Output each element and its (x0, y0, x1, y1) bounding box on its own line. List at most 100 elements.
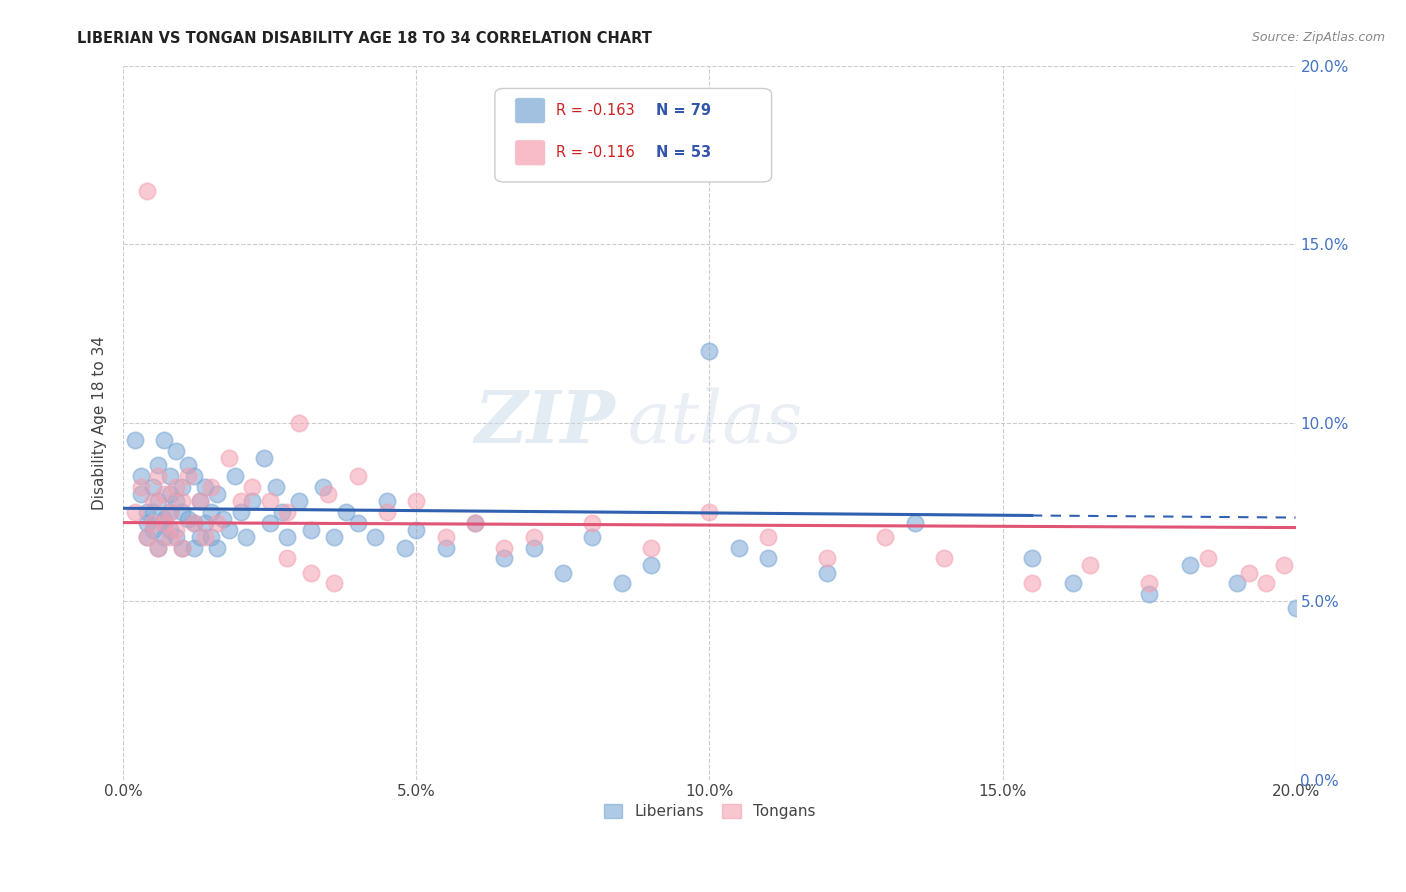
Point (494, 541, 516, 555)
Point (159, 487, 181, 501)
Point (229, 505, 252, 519)
Point (159, 530, 181, 544)
FancyBboxPatch shape (515, 140, 546, 166)
Point (1137, 576, 1160, 591)
Point (311, 480, 333, 494)
Point (224, 469, 246, 483)
Point (200, 505, 222, 519)
Point (699, 344, 721, 359)
Point (159, 469, 181, 483)
Point (434, 530, 457, 544)
Point (1197, 551, 1219, 566)
Point (177, 469, 200, 483)
Point (405, 523, 427, 537)
Point (188, 530, 211, 544)
Point (159, 505, 181, 519)
Point (276, 505, 298, 519)
Point (129, 487, 152, 501)
Point (815, 566, 838, 580)
Point (148, 494, 170, 508)
Point (1062, 576, 1084, 591)
Point (142, 516, 165, 530)
Point (932, 551, 955, 566)
Point (153, 516, 176, 530)
Point (148, 458, 170, 473)
Point (183, 541, 205, 555)
Point (218, 451, 240, 466)
Text: R = -0.163: R = -0.163 (555, 103, 634, 118)
Point (165, 494, 187, 508)
Y-axis label: Disability Age 18 to 34: Disability Age 18 to 34 (93, 335, 107, 509)
Point (1237, 566, 1260, 580)
Point (153, 516, 176, 530)
Point (581, 516, 603, 530)
Point (1137, 587, 1160, 601)
Point (264, 480, 287, 494)
Point (129, 480, 152, 494)
Point (142, 523, 165, 537)
Point (200, 480, 222, 494)
Point (170, 494, 193, 508)
Point (142, 505, 165, 519)
Point (1021, 576, 1043, 591)
Point (494, 551, 516, 566)
Point (124, 434, 146, 448)
Point (1021, 551, 1043, 566)
Point (1080, 558, 1102, 573)
Point (1256, 576, 1278, 591)
Point (212, 512, 235, 526)
Point (253, 451, 276, 466)
Point (229, 494, 252, 508)
Point (183, 516, 205, 530)
Point (200, 530, 222, 544)
Legend: Liberians, Tongans: Liberians, Tongans (598, 798, 821, 825)
Point (299, 523, 322, 537)
Point (159, 523, 181, 537)
Point (727, 541, 749, 555)
Point (375, 505, 398, 519)
Point (288, 494, 311, 508)
Point (194, 530, 217, 544)
Point (194, 516, 217, 530)
Point (183, 469, 205, 483)
Point (218, 523, 240, 537)
Point (903, 516, 925, 530)
Point (177, 512, 200, 526)
Point (177, 458, 200, 473)
Point (375, 494, 398, 508)
Point (240, 480, 263, 494)
Point (170, 505, 193, 519)
Point (135, 516, 157, 530)
Point (194, 480, 217, 494)
Text: N = 53: N = 53 (655, 145, 710, 161)
Point (142, 494, 165, 508)
Point (276, 551, 298, 566)
Point (434, 541, 457, 555)
Point (464, 516, 486, 530)
Point (640, 541, 662, 555)
Point (165, 530, 187, 544)
Point (756, 551, 779, 566)
Point (165, 444, 187, 458)
Text: N = 79: N = 79 (655, 103, 710, 118)
Point (551, 566, 574, 580)
Point (153, 530, 176, 544)
Point (159, 505, 181, 519)
Point (124, 505, 146, 519)
Point (270, 505, 292, 519)
Point (188, 494, 211, 508)
Point (346, 469, 368, 483)
Point (318, 487, 340, 501)
Point (170, 541, 193, 555)
Point (581, 530, 603, 544)
Point (183, 516, 205, 530)
Point (259, 516, 281, 530)
Point (235, 530, 257, 544)
Point (135, 530, 157, 544)
Point (1284, 601, 1306, 615)
Point (240, 494, 263, 508)
Point (205, 487, 228, 501)
Point (1178, 558, 1201, 573)
Point (148, 541, 170, 555)
Point (335, 505, 357, 519)
